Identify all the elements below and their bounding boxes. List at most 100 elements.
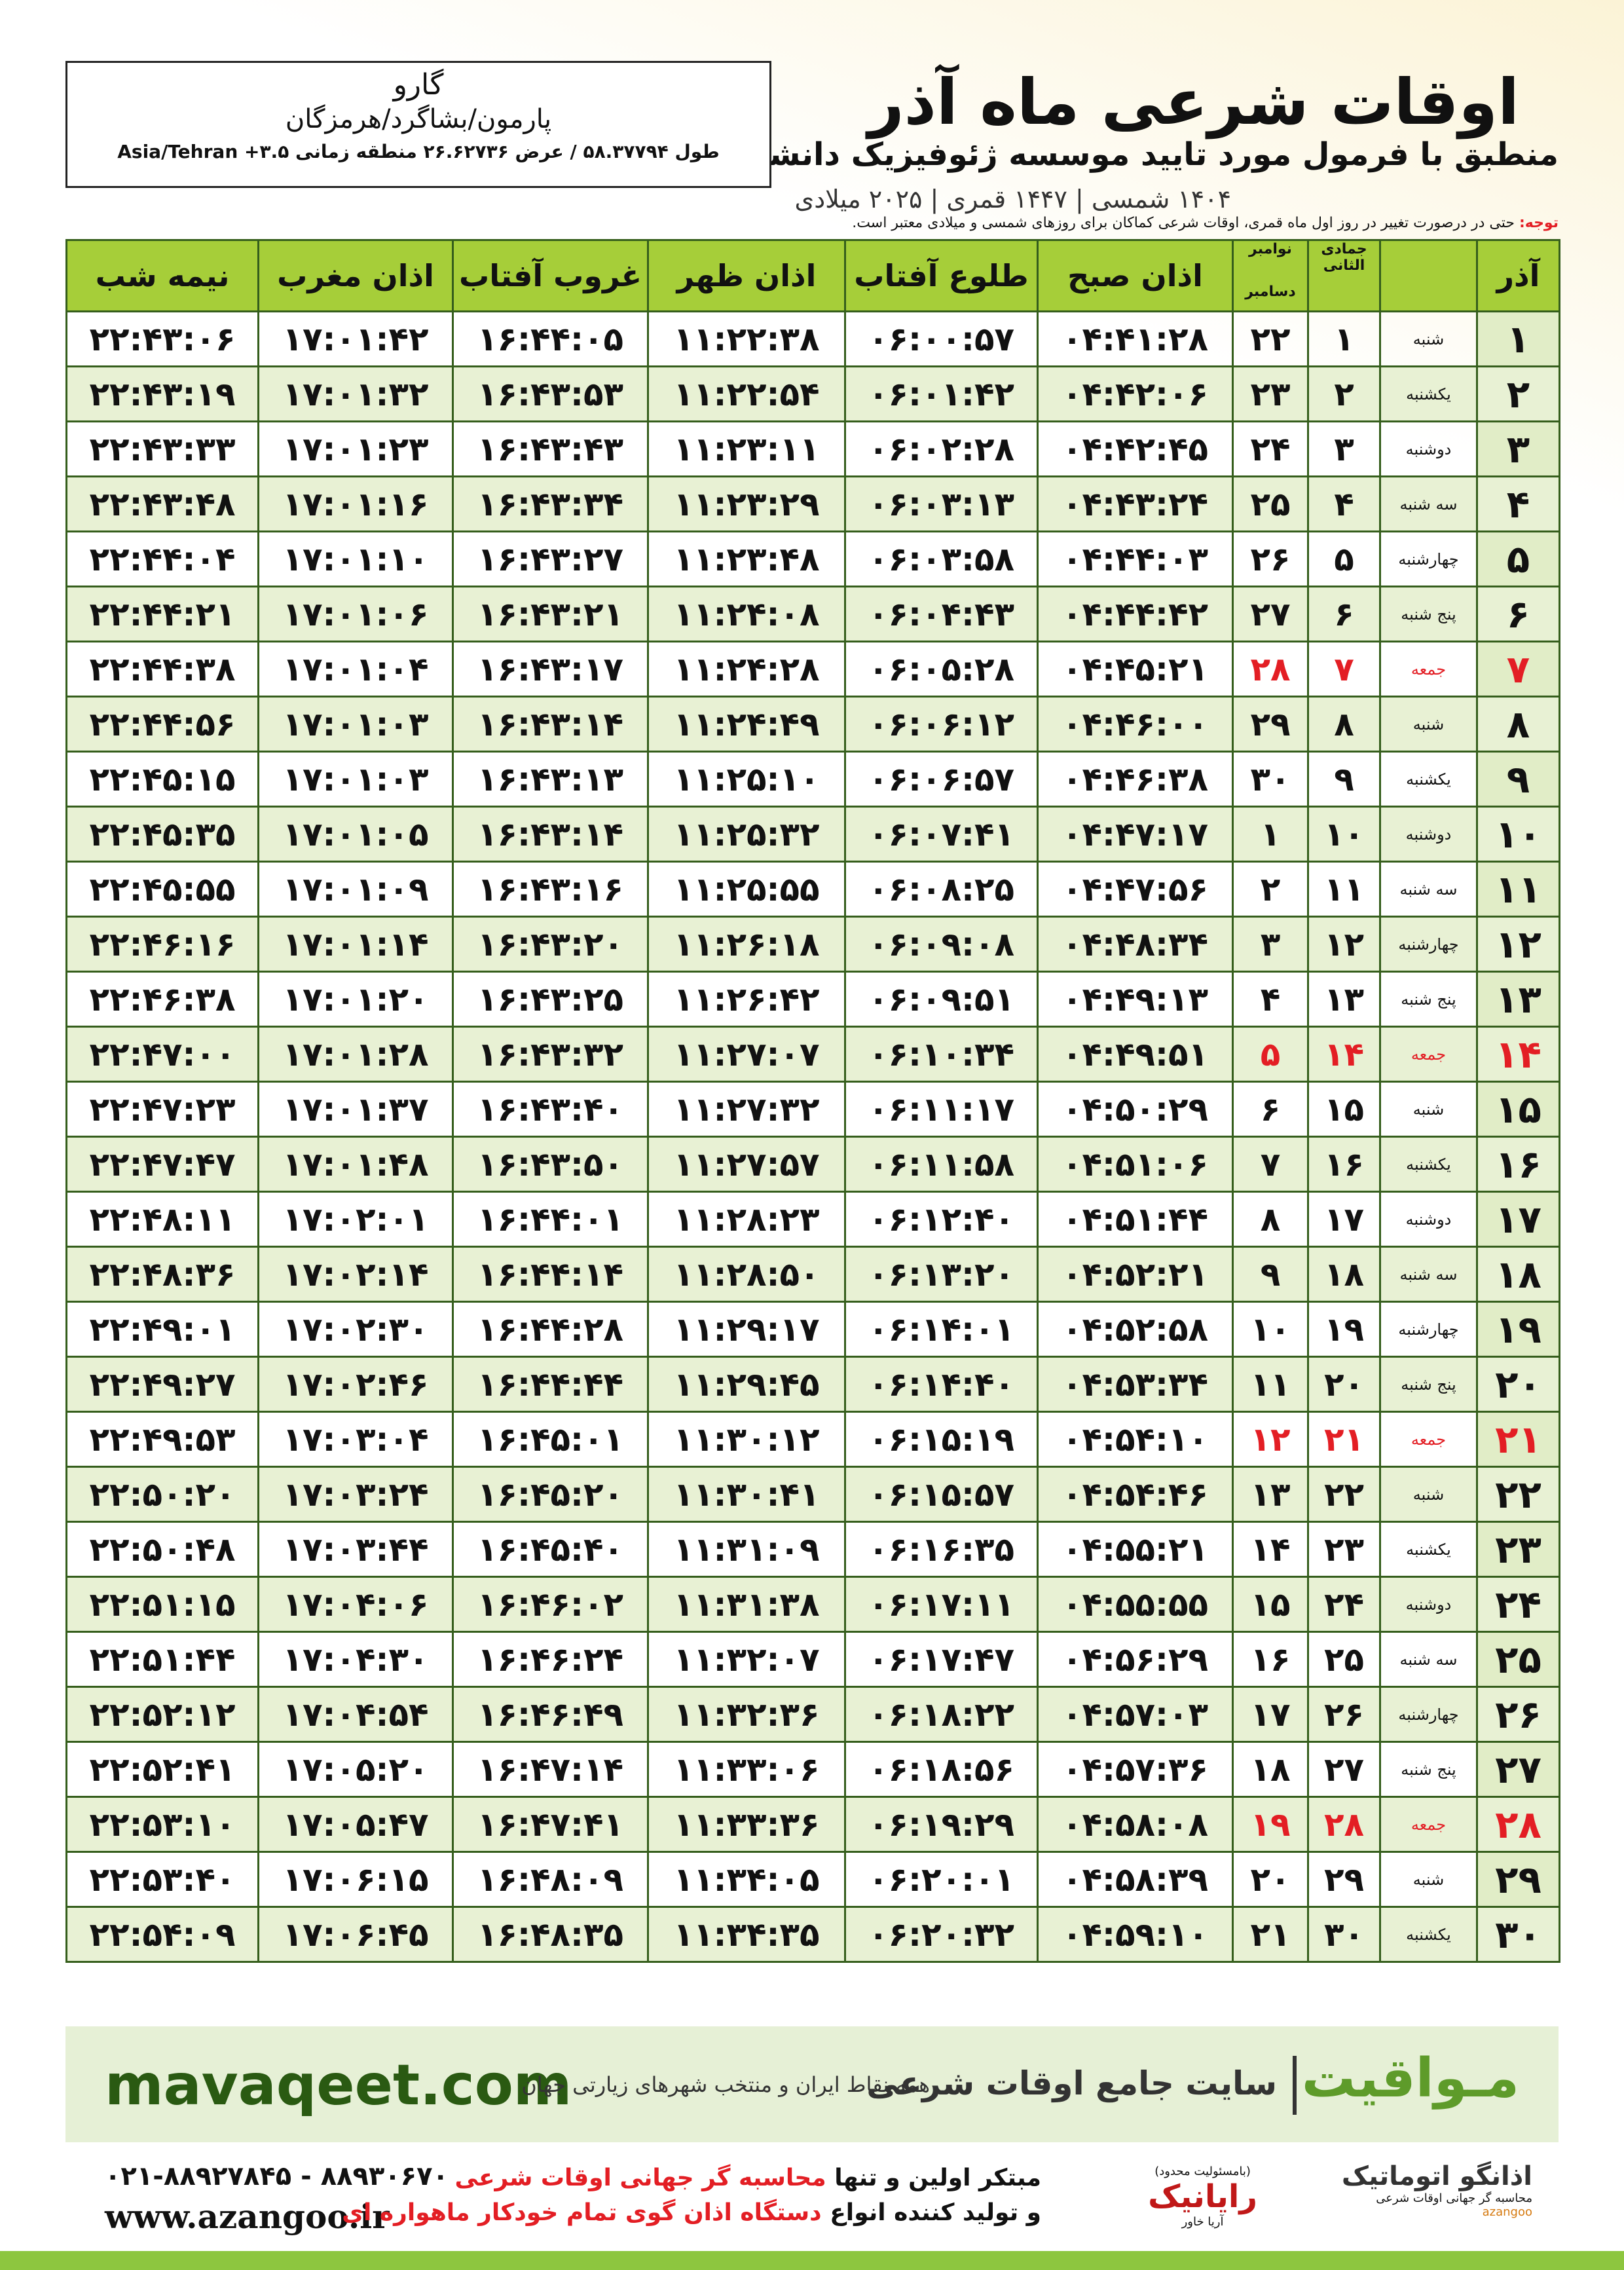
table-row: ۲۴ دوشنبه ۲۴ ۱۵ ۰۴:۵۵:۵۵ ۰۶:۱۷:۱۱ ۱۱:۳۱:۳۸ ۱۶:۴…: [65, 1576, 1560, 1633]
banner-url[interactable]: mavaqeet.com: [105, 2053, 572, 2118]
date-cell: یکشنبه: [1379, 1136, 1478, 1193]
time-cell: ۰۴:۴۶:۰۰: [1037, 696, 1234, 753]
table-row: ۲۰ پنج شنبه ۲۰ ۱۱ ۰۴:۵۳:۳۴ ۰۶:۱۴:۴۰ ۱۱:۲۹:۴۵ ۱۶…: [65, 1356, 1560, 1413]
time-cell: ۱۱:۲۴:۲۸: [647, 641, 846, 698]
date-cell: ۲۷: [1232, 586, 1309, 642]
table-row: ۱۶ یکشنبه ۱۶ ۷ ۰۴:۵۱:۰۶ ۰۶:۱۱:۵۸ ۱۱:۲۷:۵۷ ۱۶:۴۳…: [65, 1136, 1560, 1193]
time-cell: ۰۶:۱۴:۴۰: [844, 1356, 1039, 1413]
date-cell: پنج شنبه: [1379, 971, 1478, 1028]
date-cell: چهارشنبه: [1379, 1301, 1478, 1358]
time-cell: ۱۱:۳۰:۱۲: [647, 1411, 846, 1468]
time-cell: ۰۶:۱۹:۲۹: [844, 1796, 1039, 1853]
date-cell: ۱۵: [1476, 1081, 1560, 1138]
time-cell: ۱۷:۰۱:۱۶: [257, 475, 454, 532]
time-cell: ۱۱:۲۶:۱۸: [647, 916, 846, 973]
date-cell: ۲: [1232, 861, 1309, 918]
time-cell: ۱۶:۴۴:۰۱: [452, 1191, 649, 1248]
time-cell: ۱۷:۰۱:۲۳: [257, 420, 454, 477]
time-cell: ۰۴:۵۲:۲۱: [1037, 1246, 1234, 1303]
date-cell: ۱: [1476, 310, 1560, 367]
time-cell: ۱۷:۰۱:۰۳: [257, 751, 454, 808]
column-header: اذان مغرب: [257, 239, 454, 312]
time-cell: ۱۶:۴۴:۴۴: [452, 1356, 649, 1413]
date-cell: جمعه: [1379, 1411, 1478, 1468]
time-cell: ۱۶:۴۴:۲۸: [452, 1301, 649, 1358]
date-cell: ۲۰: [1476, 1356, 1560, 1413]
time-cell: ۰۴:۵۱:۰۶: [1037, 1136, 1234, 1193]
time-cell: ۱۶:۴۳:۳۴: [452, 475, 649, 532]
time-cell: ۱۱:۲۳:۲۹: [647, 475, 846, 532]
time-cell: ۰۴:۴۸:۳۴: [1037, 916, 1234, 973]
table-row: ۲۱ جمعه ۲۱ ۱۲ ۰۴:۵۴:۱۰ ۰۶:۱۵:۱۹ ۱۱:۳۰:۱۲ ۱۶:۴۵:…: [65, 1411, 1560, 1468]
time-cell: ۰۶:۱۸:۲۲: [844, 1686, 1039, 1743]
time-cell: ۱۱:۲۶:۴۲: [647, 971, 846, 1028]
date-cell: ۲۲: [1476, 1466, 1560, 1523]
time-cell: ۲۲:۴۴:۲۱: [65, 586, 259, 642]
time-cell: ۱۶:۴۳:۱۴: [452, 696, 649, 753]
date-cell: ۵: [1232, 1026, 1309, 1083]
time-cell: ۱۱:۲۵:۳۲: [647, 806, 846, 863]
time-cell: ۰۴:۴۵:۲۱: [1037, 641, 1234, 698]
time-cell: ۰۴:۴۱:۲۸: [1037, 310, 1234, 367]
time-cell: ۲۲:۵۲:۴۱: [65, 1741, 259, 1798]
date-cell: جمعه: [1379, 641, 1478, 698]
bottom-bar: [0, 2251, 1624, 2270]
time-cell: ۱۱:۲۴:۴۹: [647, 696, 846, 753]
time-cell: ۱۷:۰۱:۴۸: [257, 1136, 454, 1193]
table-row: ۲۸ جمعه ۲۸ ۱۹ ۰۴:۵۸:۰۸ ۰۶:۱۹:۲۹ ۱۱:۳۳:۳۶ ۱۶:۴۷:…: [65, 1796, 1560, 1853]
time-cell: ۰۶:۱۸:۵۶: [844, 1741, 1039, 1798]
time-cell: ۲۲:۴۷:۲۳: [65, 1081, 259, 1138]
title: اوقات شرعی ماه آذر: [868, 65, 1519, 139]
column-header: غروب آفتاب: [452, 239, 649, 312]
table-row: ۵ چهارشنبه ۵ ۲۶ ۰۴:۴۴:۰۳ ۰۶:۰۳:۵۸ ۱۱:۲۳:۴۸ ۱۶:۴…: [65, 530, 1560, 587]
time-cell: ۱۷:۰۲:۰۱: [257, 1191, 454, 1248]
azangoo-title: اذانگو اتوماتیک: [1341, 2161, 1532, 2191]
date-cell: ۹: [1232, 1246, 1309, 1303]
table-row: ۴ سه شنبه ۴ ۲۵ ۰۴:۴۳:۲۴ ۰۶:۰۳:۱۳ ۱۱:۲۳:۲۹ ۱۶:۴۳…: [65, 475, 1560, 532]
date-cell: ۹: [1476, 751, 1560, 808]
time-cell: ۲۲:۴۶:۳۸: [65, 971, 259, 1028]
time-cell: ۰۴:۵۷:۰۳: [1037, 1686, 1234, 1743]
time-cell: ۱۷:۰۳:۴۴: [257, 1521, 454, 1578]
date-cell: ۱۴: [1307, 1026, 1381, 1083]
time-cell: ۰۶:۱۲:۴۰: [844, 1191, 1039, 1248]
date-cell: ۱۶: [1232, 1631, 1309, 1688]
time-cell: ۱۱:۲۳:۴۸: [647, 530, 846, 587]
date-cell: ۷: [1307, 641, 1381, 698]
location-region: پارمون/بشاگرد/هرمزگان: [285, 104, 552, 134]
date-cell: ۲۵: [1476, 1631, 1560, 1688]
date-cell: شنبه: [1379, 1081, 1478, 1138]
column-header: نوامبر دسامبر: [1232, 239, 1309, 312]
time-cell: ۲۲:۴۴:۳۸: [65, 641, 259, 698]
column-header: [1379, 239, 1478, 312]
date-cell: ۳: [1307, 420, 1381, 477]
date-cell: ۶: [1307, 586, 1381, 642]
time-cell: ۰۶:۱۷:۱۱: [844, 1576, 1039, 1633]
time-cell: ۰۴:۴۲:۴۵: [1037, 420, 1234, 477]
date-cell: چهارشنبه: [1379, 916, 1478, 973]
time-cell: ۰۴:۵۴:۱۰: [1037, 1411, 1234, 1468]
date-cell: ۱۱: [1307, 861, 1381, 918]
date-cell: ۱۹: [1476, 1301, 1560, 1358]
date-cell: ۱۹: [1307, 1301, 1381, 1358]
time-cell: ۰۴:۵۸:۳۹: [1037, 1851, 1234, 1908]
date-cell: ۸: [1232, 1191, 1309, 1248]
time-cell: ۲۲:۴۸:۱۱: [65, 1191, 259, 1248]
column-header: طلوع آفتاب: [844, 239, 1039, 312]
location-coords: طول ۵۸.۳۷۷۹۴ / عرض ۲۶.۶۲۷۳۶ منطقه زمانی …: [117, 141, 720, 162]
website[interactable]: www.azangoo.ir: [105, 2197, 390, 2236]
time-cell: ۱۱:۲۳:۱۱: [647, 420, 846, 477]
date-cell: ۳: [1232, 916, 1309, 973]
date-cell: ۱۸: [1307, 1246, 1381, 1303]
date-cell: ۲۴: [1232, 420, 1309, 477]
time-cell: ۱۷:۰۴:۵۴: [257, 1686, 454, 1743]
date-cell: سه شنبه: [1379, 861, 1478, 918]
banner: mavaqeet.com همه نقاط ایران و منتخب شهره…: [65, 2026, 1559, 2142]
time-cell: ۰۴:۵۶:۲۹: [1037, 1631, 1234, 1688]
time-cell: ۱۶:۴۴:۱۴: [452, 1246, 649, 1303]
time-cell: ۰۴:۴۳:۲۴: [1037, 475, 1234, 532]
footer-highlight: دستگاه اذان گوی تمام خودکار ماهواره ای: [342, 2199, 822, 2226]
date-cell: ۳۰: [1307, 1906, 1381, 1963]
time-cell: ۱۷:۰۳:۰۴: [257, 1411, 454, 1468]
date-cell: چهارشنبه: [1379, 530, 1478, 587]
